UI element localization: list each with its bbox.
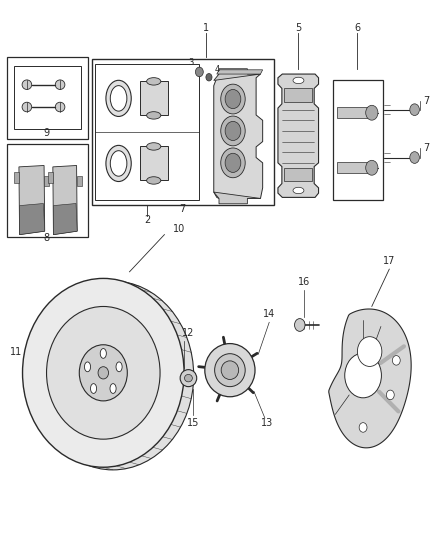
- Bar: [284, 168, 312, 181]
- Circle shape: [410, 152, 420, 164]
- Text: 5: 5: [295, 23, 302, 34]
- Bar: [140, 82, 168, 115]
- Bar: [7, 144, 88, 237]
- Ellipse shape: [22, 278, 184, 467]
- Bar: [92, 59, 274, 205]
- Bar: [44, 175, 49, 186]
- Polygon shape: [53, 165, 77, 235]
- Circle shape: [221, 148, 245, 177]
- Polygon shape: [214, 69, 261, 80]
- Polygon shape: [19, 165, 45, 235]
- Polygon shape: [278, 74, 318, 197]
- Circle shape: [221, 84, 245, 114]
- Ellipse shape: [293, 187, 304, 193]
- Text: 7: 7: [424, 143, 430, 154]
- Circle shape: [392, 356, 400, 365]
- Circle shape: [206, 74, 212, 81]
- Text: 6: 6: [354, 23, 360, 34]
- Circle shape: [345, 353, 381, 398]
- Circle shape: [294, 319, 305, 332]
- Ellipse shape: [147, 143, 161, 150]
- Ellipse shape: [180, 369, 197, 386]
- Circle shape: [225, 122, 241, 141]
- Ellipse shape: [22, 80, 32, 90]
- Ellipse shape: [110, 151, 127, 176]
- Polygon shape: [329, 309, 411, 448]
- Ellipse shape: [46, 306, 160, 439]
- Ellipse shape: [205, 344, 255, 397]
- Circle shape: [221, 116, 245, 146]
- Circle shape: [225, 154, 241, 172]
- Ellipse shape: [106, 80, 131, 116]
- Ellipse shape: [110, 384, 116, 393]
- Polygon shape: [214, 192, 261, 204]
- Text: 9: 9: [43, 127, 49, 138]
- Text: 14: 14: [263, 309, 276, 319]
- Bar: [14, 66, 81, 130]
- Bar: [48, 172, 53, 183]
- Bar: [77, 175, 82, 186]
- Ellipse shape: [85, 362, 91, 372]
- Text: 3: 3: [188, 58, 193, 67]
- Polygon shape: [217, 70, 263, 74]
- Ellipse shape: [116, 362, 122, 372]
- Ellipse shape: [110, 86, 127, 111]
- Text: 10: 10: [173, 224, 185, 235]
- Text: 13: 13: [261, 418, 273, 429]
- Bar: [332, 80, 383, 200]
- Circle shape: [366, 160, 378, 175]
- Text: 2: 2: [144, 215, 150, 225]
- Circle shape: [386, 390, 394, 400]
- Polygon shape: [20, 204, 45, 235]
- Ellipse shape: [79, 345, 127, 401]
- Circle shape: [366, 106, 378, 120]
- Bar: [140, 147, 168, 181]
- Circle shape: [410, 104, 420, 116]
- Ellipse shape: [98, 367, 109, 379]
- Text: 1: 1: [203, 23, 209, 34]
- Circle shape: [195, 67, 203, 77]
- Ellipse shape: [184, 374, 192, 382]
- Text: 15: 15: [187, 418, 199, 429]
- Text: 11: 11: [10, 346, 22, 357]
- Ellipse shape: [91, 384, 97, 393]
- Text: 17: 17: [383, 256, 396, 266]
- Text: 4: 4: [215, 65, 220, 74]
- Ellipse shape: [106, 146, 131, 182]
- Ellipse shape: [55, 80, 65, 90]
- Text: 12: 12: [182, 328, 194, 338]
- Text: 7: 7: [424, 95, 430, 106]
- Text: 8: 8: [43, 233, 49, 244]
- Ellipse shape: [147, 112, 161, 119]
- Bar: [337, 108, 372, 118]
- Bar: [7, 56, 88, 139]
- Ellipse shape: [221, 361, 239, 379]
- Ellipse shape: [215, 354, 245, 386]
- Ellipse shape: [293, 77, 304, 84]
- Ellipse shape: [22, 102, 32, 112]
- Polygon shape: [53, 204, 77, 235]
- Text: 7: 7: [179, 204, 185, 214]
- Bar: [14, 172, 19, 183]
- Ellipse shape: [55, 102, 65, 112]
- Bar: [95, 64, 199, 200]
- Ellipse shape: [100, 349, 106, 358]
- Bar: [284, 88, 312, 102]
- Ellipse shape: [32, 281, 194, 470]
- Circle shape: [357, 337, 382, 367]
- Ellipse shape: [147, 177, 161, 184]
- Circle shape: [359, 423, 367, 432]
- Polygon shape: [214, 74, 263, 198]
- Circle shape: [225, 90, 241, 109]
- Ellipse shape: [147, 78, 161, 85]
- Ellipse shape: [56, 309, 170, 442]
- Bar: [337, 163, 372, 173]
- Text: 16: 16: [298, 278, 310, 287]
